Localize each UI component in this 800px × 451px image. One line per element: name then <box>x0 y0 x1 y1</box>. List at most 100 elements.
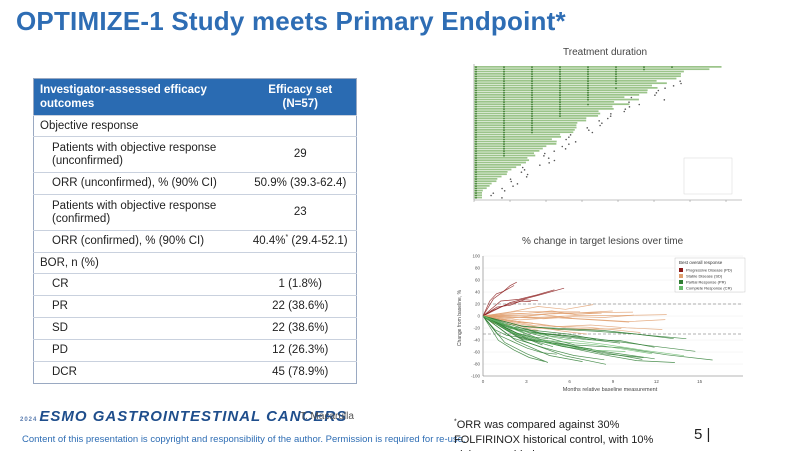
swimmer-marker <box>559 96 561 99</box>
patient-trajectory <box>482 315 545 362</box>
footnote-text: ORR was compared against 30% FOLFIRINOX … <box>454 419 654 451</box>
row-value <box>244 115 357 137</box>
patient-trajectory <box>482 315 597 340</box>
swimmer-marker <box>559 105 561 108</box>
swimmer-marker <box>475 70 477 73</box>
swimmer-marker <box>475 75 477 78</box>
swimmer-marker <box>587 96 589 99</box>
row-label: PD <box>33 339 245 362</box>
table-row: ORR (unconfirmed), % (90% CI) 50.9% (39.3… <box>33 172 357 195</box>
row-label: ORR (confirmed), % (90% CI) <box>33 230 245 253</box>
spider-ytick-label: -60 <box>473 350 480 355</box>
swimmer-marker <box>531 73 533 76</box>
row-value: 23 <box>244 194 357 231</box>
spider-legend-entry: Partial Response (PR) <box>686 280 726 285</box>
swimmer-event <box>516 183 519 185</box>
swimmer-marker <box>475 136 477 139</box>
table-row: Patients with objective response (confir… <box>33 194 357 231</box>
swimmer-marker <box>587 91 589 94</box>
swimmer-marker <box>475 126 477 129</box>
table-row: PR 22 (38.6%) <box>33 295 357 318</box>
swimmer-bar <box>474 133 561 136</box>
swimmer-event <box>510 180 513 183</box>
swimmer-marker <box>531 98 533 101</box>
swimmer-marker <box>475 77 477 80</box>
swimmer-marker <box>475 124 477 127</box>
swimmer-marker <box>475 66 477 69</box>
swimmer-bar <box>474 196 482 199</box>
swimmer-marker <box>559 91 561 94</box>
swimmer-event <box>509 178 512 180</box>
spider-ytick-label: 20 <box>475 302 481 307</box>
swimmer-bar <box>474 119 587 122</box>
swimmer-event <box>539 164 541 166</box>
swimmer-bar <box>474 194 482 197</box>
swimmer-marker <box>587 73 589 76</box>
swimmer-marker <box>503 110 505 113</box>
swimmer-marker <box>587 82 589 85</box>
swimmer-marker <box>475 87 477 90</box>
row-value: 22 (38.6%) <box>244 295 357 318</box>
swimmer-marker <box>559 94 561 97</box>
swimmer-marker <box>531 115 533 118</box>
swimmer-marker <box>503 122 505 125</box>
swimmer-marker <box>531 82 533 85</box>
swimmer-bar <box>474 159 530 162</box>
treatment-duration-title: Treatment duration <box>563 47 648 58</box>
row-value: 22 (38.6%) <box>244 317 357 340</box>
spider-xtick-label: 3 <box>525 379 528 384</box>
swimmer-event <box>569 134 572 136</box>
swimmer-bar <box>474 105 613 108</box>
swimmer-marker <box>559 89 561 92</box>
swimmer-bar <box>474 192 482 194</box>
patient-trajectory <box>482 315 644 358</box>
spider-ytick-label: 100 <box>472 254 480 259</box>
spider-xtick-label: 6 <box>568 379 571 384</box>
swimmer-marker <box>531 126 533 129</box>
swimmer-marker <box>615 77 617 80</box>
swimmer-marker <box>531 131 533 134</box>
swimmer-bar <box>474 136 562 138</box>
swimmer-bar <box>474 73 681 75</box>
swimmer-marker <box>531 89 533 92</box>
swimmer-bar <box>474 66 722 68</box>
swimmer-bar <box>474 110 599 113</box>
spider-ytick-label: 0 <box>477 314 480 319</box>
row-label: CR <box>33 273 245 296</box>
table-row: SD 22 (38.6%) <box>33 317 357 340</box>
swimmer-marker <box>531 66 533 69</box>
swimmer-marker <box>559 87 561 90</box>
row-label: SD <box>33 317 245 340</box>
patient-trajectory <box>482 315 605 361</box>
swimmer-marker <box>475 112 477 115</box>
swimmer-marker <box>587 98 589 101</box>
swimmer-marker <box>559 112 561 115</box>
swimmer-marker <box>503 119 505 122</box>
swimmer-marker <box>587 75 589 78</box>
swimmer-marker <box>475 91 477 94</box>
swimmer-marker <box>475 196 477 199</box>
swimmer-event <box>655 92 658 94</box>
swimmer-marker <box>559 103 561 106</box>
swimmer-marker <box>503 75 505 78</box>
patient-trajectory <box>482 311 634 317</box>
swimmer-event <box>525 176 528 178</box>
swimmer-marker <box>503 154 505 157</box>
swimmer-legend <box>683 157 733 195</box>
swimmer-bar <box>474 147 543 150</box>
author-name: T. Macarulla <box>300 411 354 422</box>
swimmer-event <box>663 99 666 101</box>
patient-trajectory <box>482 281 517 317</box>
swimmer-marker <box>531 68 533 71</box>
swimmer-marker <box>615 70 617 73</box>
swimmer-event <box>610 113 612 115</box>
row-value: 12 (26.3%) <box>244 339 357 362</box>
swimmer-marker <box>531 124 533 127</box>
swimmer-event <box>565 138 567 141</box>
swimmer-event <box>654 94 656 96</box>
swimmer-event <box>624 108 627 110</box>
spider-legend-swatch <box>679 268 683 272</box>
spider-ytick-label: 80 <box>475 266 481 271</box>
spider-legend-entry: Progressive Disease (PD) <box>686 268 733 273</box>
swimmer-marker <box>503 73 505 76</box>
